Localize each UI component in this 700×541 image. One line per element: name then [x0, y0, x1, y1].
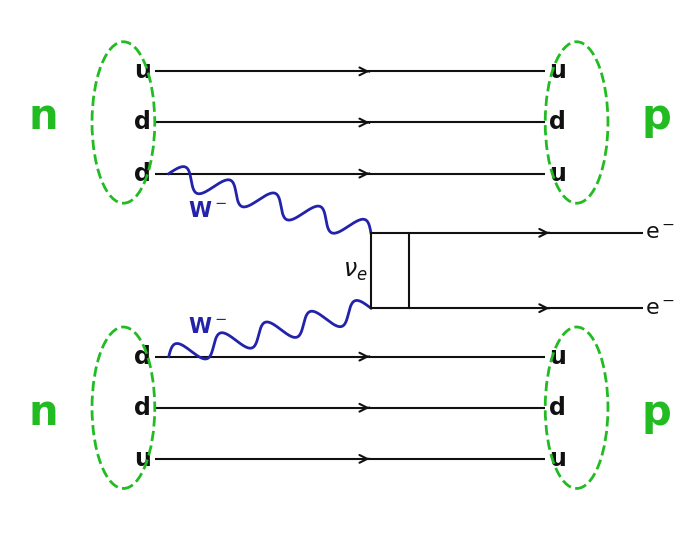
Text: $\nu_e$: $\nu_e$ — [343, 259, 368, 282]
Bar — [371, 233, 409, 308]
Text: u: u — [550, 447, 566, 471]
Text: d: d — [134, 110, 150, 135]
Text: n: n — [29, 392, 58, 434]
Text: p: p — [642, 96, 672, 138]
Text: e$^-$: e$^-$ — [645, 223, 675, 243]
Text: p: p — [642, 392, 672, 434]
Text: u: u — [550, 60, 566, 83]
Text: u: u — [134, 60, 150, 83]
Text: W$^-$: W$^-$ — [188, 201, 227, 221]
Text: d: d — [550, 110, 566, 135]
Text: d: d — [550, 396, 566, 420]
Text: d: d — [134, 345, 150, 368]
Text: d: d — [134, 396, 150, 420]
Text: u: u — [134, 447, 150, 471]
Text: e$^-$: e$^-$ — [645, 298, 675, 318]
Text: u: u — [550, 345, 566, 368]
Text: u: u — [550, 162, 566, 186]
Text: n: n — [29, 96, 58, 138]
Text: d: d — [134, 162, 150, 186]
Text: W$^-$: W$^-$ — [188, 317, 227, 337]
